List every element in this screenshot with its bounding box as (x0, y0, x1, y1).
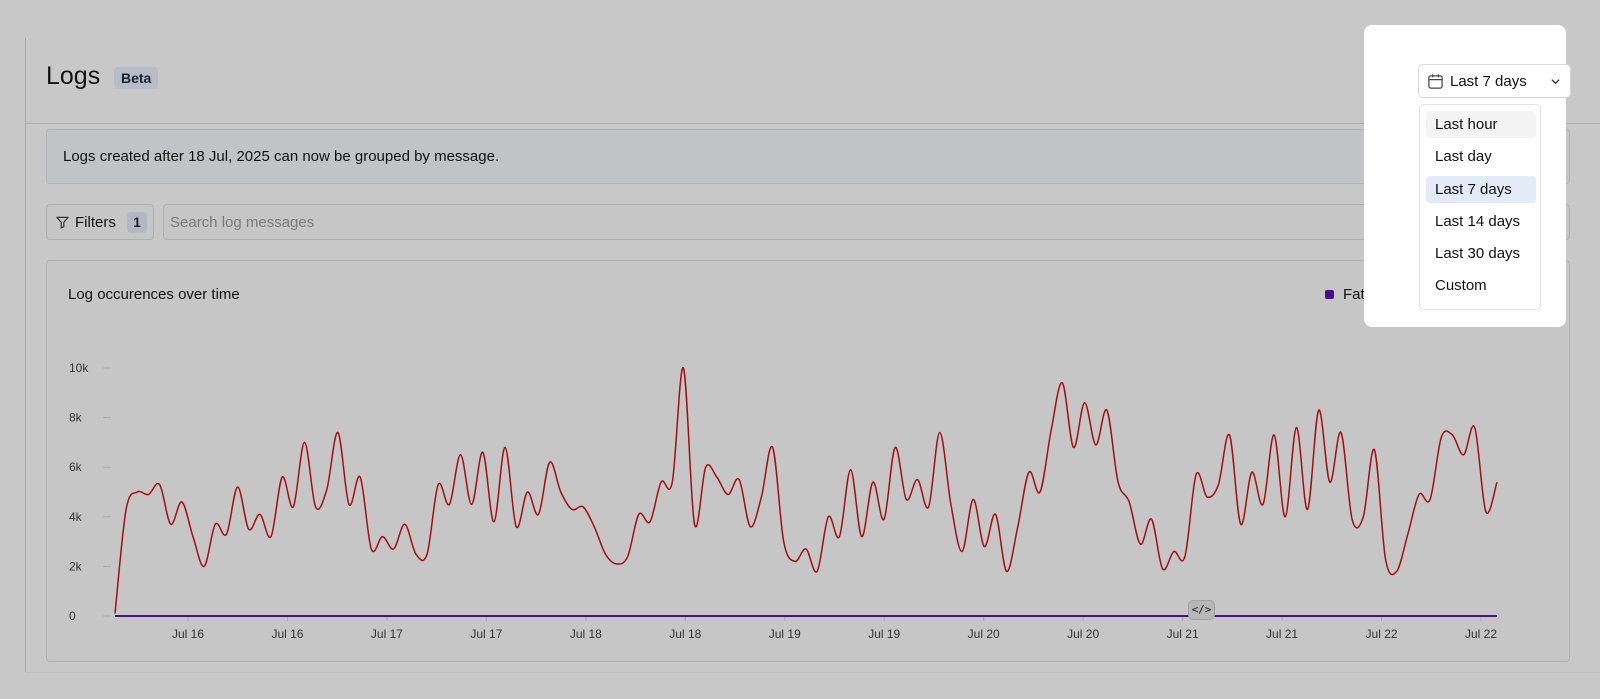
header-divider (26, 123, 1600, 124)
y-tick-label: 8k (69, 411, 83, 425)
x-tick-label: Jul 18 (570, 627, 602, 641)
x-tick-label: Jul 19 (769, 627, 801, 641)
menu-item-last-30-days[interactable]: Last 30 days (1435, 245, 1521, 262)
page-title: Logs (46, 62, 101, 90)
menu-item-last-7-days[interactable]: Last 7 days (1426, 176, 1536, 203)
x-tick-label: Jul 17 (470, 627, 502, 641)
y-tick-label: 10k (69, 361, 89, 375)
x-tick-label: Jul 17 (371, 627, 403, 641)
time-range-label: Last 7 days (1450, 73, 1527, 90)
search-input[interactable] (163, 204, 1367, 240)
x-tick-label: Jul 21 (1266, 627, 1298, 641)
menu-item-last-hour[interactable]: Last hour (1426, 111, 1536, 138)
x-tick-label: Jul 21 (1167, 627, 1199, 641)
y-tick-label: 6k (69, 460, 83, 474)
log-occurrences-chart: 0 2k 4k 6k 8k 10k Jul 16 Jul 16 Jul 17 Jul 17 Jul … (69, 361, 1498, 641)
calendar-icon (1428, 74, 1443, 89)
legend-swatch-fatal (1325, 290, 1334, 299)
x-tick-label: Jul 22 (1366, 627, 1398, 641)
funnel-icon (56, 216, 69, 229)
y-tick-label: 4k (69, 510, 83, 524)
filters-label: Filters (75, 214, 116, 231)
notice-text: Logs created after 18 Jul, 2025 can now … (63, 148, 500, 165)
menu-item-last-day[interactable]: Last day (1435, 148, 1492, 165)
y-tick-label: 2k (69, 559, 83, 573)
menu-item-last-14-days[interactable]: Last 14 days (1435, 213, 1521, 230)
x-tick-label: Jul 18 (669, 627, 701, 641)
x-tick-label: Jul 20 (1067, 627, 1099, 641)
time-range-menu: Last hour Last day Last 7 days Last 14 d… (1419, 104, 1541, 310)
time-range-button[interactable]: Last 7 days (1418, 64, 1571, 98)
x-tick-label: Jul 16 (172, 627, 204, 641)
x-tick-label: Jul 22 (1465, 627, 1497, 641)
notice-banner: Logs created after 18 Jul, 2025 can now … (46, 129, 1570, 184)
code-toggle-handle[interactable]: </> (1188, 600, 1215, 620)
x-tick-label: Jul 16 (271, 627, 303, 641)
layout-divider-bottom (25, 672, 1600, 673)
filters-count-badge: 1 (127, 212, 147, 233)
chart-title: Log occurences over time (68, 286, 240, 303)
beta-badge: Beta (114, 67, 159, 89)
chevron-down-icon (1551, 79, 1560, 85)
filters-button[interactable]: Filters 1 (46, 204, 154, 240)
x-tick-label: Jul 19 (868, 627, 900, 641)
series-line-error (114, 367, 1498, 614)
chart-card: 0 2k 4k 6k 8k 10k Jul 16 Jul 16 Jul 17 Jul 17 Jul … (46, 260, 1570, 662)
x-tick-label: Jul 20 (968, 627, 1000, 641)
layout-divider-left (25, 38, 26, 673)
menu-item-custom[interactable]: Custom (1435, 277, 1487, 294)
y-tick-label: 0 (69, 609, 76, 623)
